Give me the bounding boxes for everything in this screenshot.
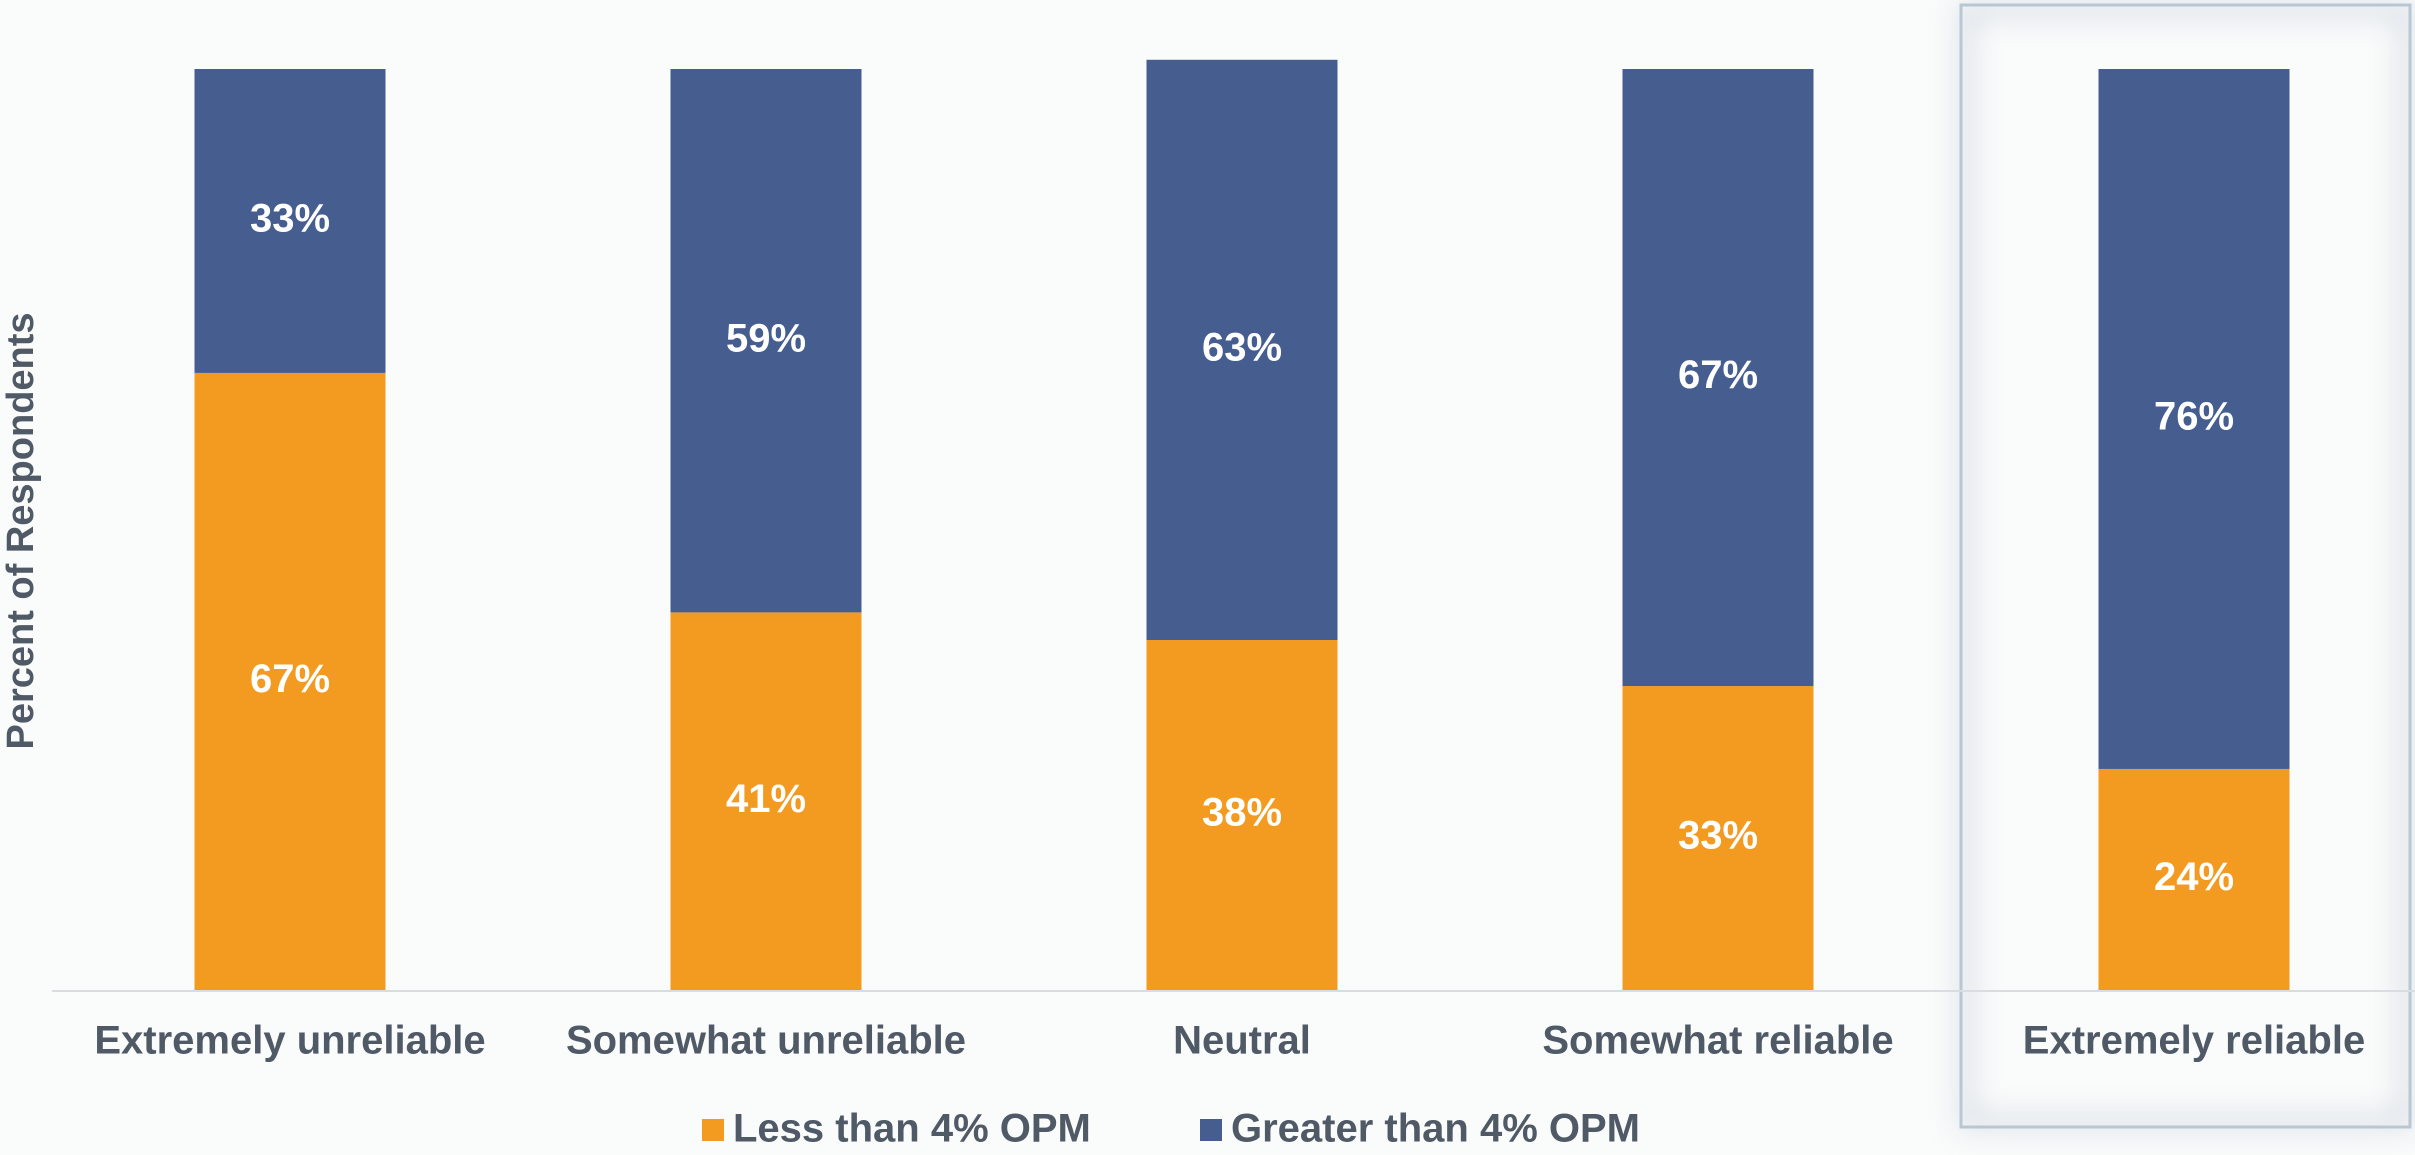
bar-segment <box>194 372 386 990</box>
legend-swatch <box>702 1119 724 1141</box>
legend-swatch <box>1200 1119 1222 1141</box>
data-label: 59% <box>726 316 806 360</box>
data-label: 38% <box>1202 791 1282 835</box>
bar-segment <box>1146 640 1338 990</box>
x-tick-label: Somewhat reliable <box>1542 1019 1893 1063</box>
data-label: 41% <box>726 777 806 821</box>
legend-label: Greater than 4% OPM <box>1231 1107 1640 1151</box>
x-tick-label: Somewhat unreliable <box>566 1019 966 1063</box>
bar-segment <box>1622 686 1814 990</box>
x-tick-label: Neutral <box>1173 1019 1311 1063</box>
highlight-glow <box>1959 3 2413 1129</box>
bar-segment <box>670 612 862 990</box>
x-tick-label: Extremely unreliable <box>94 1019 485 1063</box>
data-label: 67% <box>1678 353 1758 397</box>
data-label: 63% <box>1202 325 1282 369</box>
bar-segment <box>1146 59 1338 641</box>
legend-label: Less than 4% OPM <box>733 1107 1091 1151</box>
data-label: 67% <box>250 657 330 701</box>
x-tick-label: Extremely reliable <box>2023 1019 2365 1063</box>
bar-segment <box>670 69 862 613</box>
bar-segment <box>2098 768 2290 990</box>
bar-segment <box>1622 69 1814 687</box>
data-label: 76% <box>2154 395 2234 439</box>
bar-segment <box>194 69 386 373</box>
data-label: 33% <box>1678 814 1758 858</box>
data-label: 24% <box>2154 855 2234 899</box>
bar-segment <box>2098 69 2290 769</box>
y-axis-label: Percent of Respondents <box>0 312 42 749</box>
data-label: 33% <box>250 197 330 241</box>
highlight-box <box>1959 3 2412 1129</box>
